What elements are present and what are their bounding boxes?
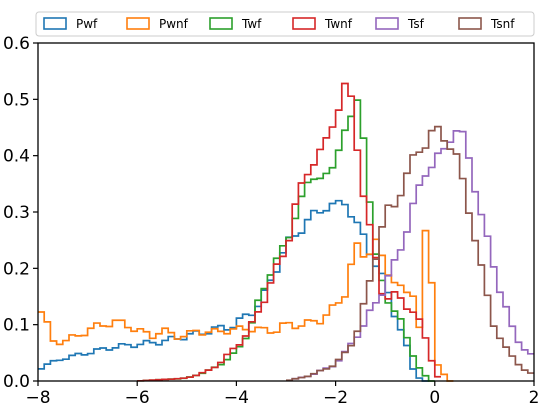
y-tick-label: 0.3 bbox=[3, 203, 30, 223]
legend-swatch-pwf bbox=[43, 17, 67, 30]
legend-label-pwnf: Pwnf bbox=[159, 17, 189, 31]
y-tick-label: 0.1 bbox=[3, 316, 30, 336]
legend-label-twf: Twf bbox=[241, 17, 262, 31]
x-tick-label: 2 bbox=[529, 388, 538, 408]
legend-swatch-tsnf bbox=[458, 17, 482, 30]
series-layer bbox=[38, 82, 534, 382]
plot-frame bbox=[37, 42, 535, 382]
x-tick-label: −6 bbox=[125, 388, 150, 408]
legend-label-tsf: Tsf bbox=[407, 17, 425, 31]
series-line-pwnf bbox=[38, 229, 454, 382]
series-line-twnf bbox=[137, 82, 441, 382]
y-tick-label: 0.2 bbox=[3, 259, 30, 279]
legend-label-twnf: Twnf bbox=[324, 17, 353, 31]
legend-box bbox=[35, 11, 535, 37]
axis-layer: −8 −6 −4 −2 0 2 0.0 0.1 0.2 0.3 0.4 0.5 0.6 bbox=[3, 34, 538, 408]
legend-swatch-twf bbox=[209, 17, 233, 30]
legend-label-pwf: Pwf bbox=[76, 17, 98, 31]
legend: Pwf Pwnf Twf Twnf Tsf Tsnf bbox=[35, 11, 535, 37]
series-line-pwf bbox=[38, 199, 429, 382]
y-tick-label: 0.5 bbox=[3, 90, 30, 110]
y-tick-label: 0.6 bbox=[3, 34, 30, 54]
series-line-tsnf bbox=[286, 125, 534, 382]
x-tick-label: −2 bbox=[323, 388, 348, 408]
legend-swatch-twnf bbox=[292, 17, 316, 30]
x-tick-label: 0 bbox=[429, 388, 440, 408]
legend-swatch-tsf bbox=[375, 17, 399, 30]
x-tick-label: −4 bbox=[224, 388, 249, 408]
x-tick-label: −8 bbox=[25, 388, 50, 408]
legend-swatch-pwnf bbox=[126, 17, 150, 30]
y-tick-label: 0.0 bbox=[3, 372, 30, 392]
legend-label-tsnf: Tsnf bbox=[490, 17, 515, 31]
y-tick-label: 0.4 bbox=[3, 147, 30, 167]
